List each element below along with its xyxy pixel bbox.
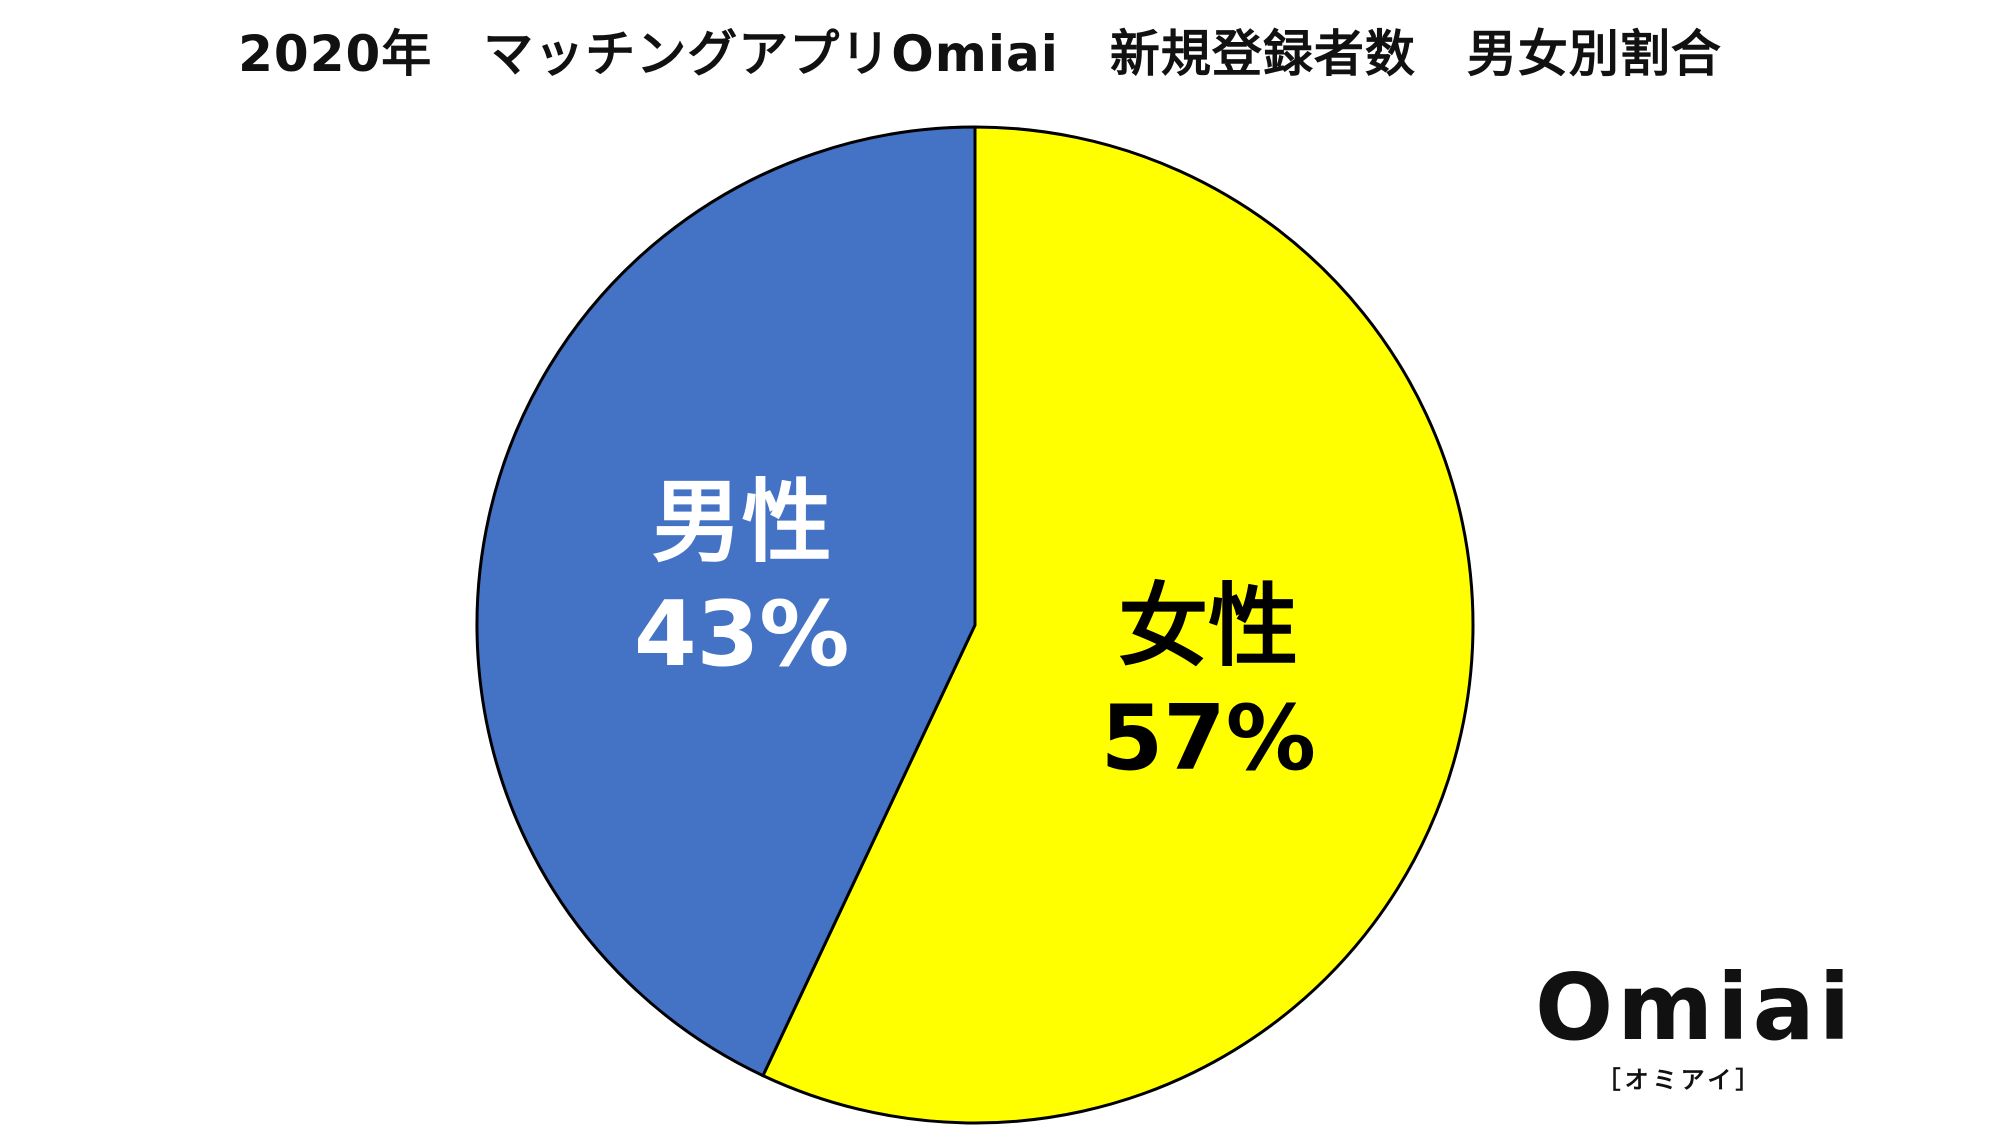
pie-slice-0	[760, 125, 1475, 1125]
logo-reading: ［オミアイ］	[1596, 1066, 1764, 1094]
slice-category-label-1: 男性	[652, 470, 832, 575]
slice-value-label-1: 43%	[634, 582, 849, 687]
omiai-logo: Omiai ［オミアイ］	[1535, 954, 1855, 1095]
slice-category-label-0: 女性	[1118, 574, 1298, 679]
slice-value-label-0: 57%	[1101, 686, 1316, 791]
pie-slice-1	[475, 125, 977, 1078]
logo-wordmark: Omiai	[1535, 954, 1855, 1061]
chart-title: 2020年 マッチングアプリOmiai 新規登録者数 男女別割合	[238, 25, 1722, 83]
